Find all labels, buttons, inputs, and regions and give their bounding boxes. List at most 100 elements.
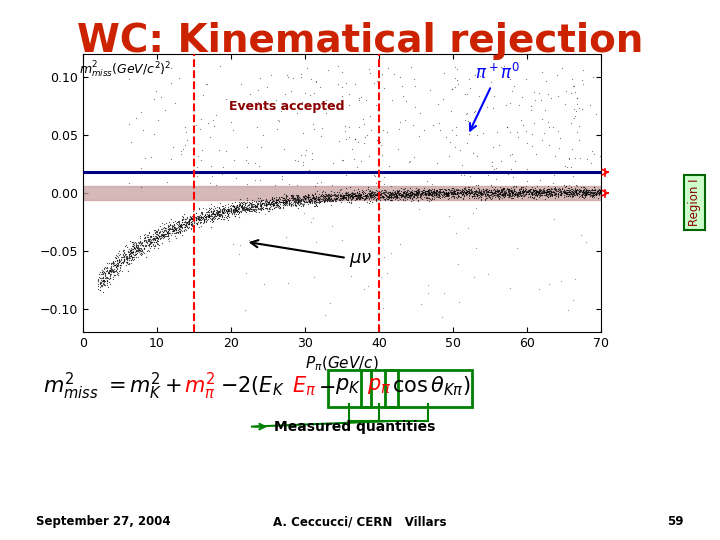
Point <box>575 186 586 194</box>
Point <box>150 238 162 246</box>
Point <box>517 190 528 199</box>
Point <box>589 187 600 196</box>
Point <box>127 247 139 255</box>
Point <box>592 187 603 195</box>
Point <box>330 196 341 205</box>
Point <box>114 264 126 273</box>
Point <box>305 198 316 206</box>
Point <box>298 199 310 208</box>
Point <box>266 195 277 204</box>
Point <box>163 225 174 234</box>
Point <box>305 195 316 204</box>
Point <box>485 187 497 196</box>
Point <box>441 192 453 200</box>
Point <box>308 197 320 206</box>
Point <box>114 255 125 264</box>
Point <box>306 193 318 202</box>
Point <box>182 219 194 228</box>
Point <box>263 200 274 208</box>
Point <box>451 186 463 194</box>
Point <box>559 188 570 197</box>
Point <box>513 189 525 198</box>
Point <box>580 190 591 199</box>
Point <box>438 191 450 199</box>
Point <box>361 192 373 200</box>
Point <box>178 222 189 231</box>
Point <box>113 266 125 275</box>
Point <box>491 190 503 198</box>
Point <box>480 190 491 198</box>
Point <box>207 217 219 225</box>
Point <box>536 191 548 200</box>
Point <box>196 208 207 217</box>
Point <box>474 188 485 197</box>
Point <box>256 143 267 151</box>
Point <box>105 267 117 275</box>
Point <box>127 248 138 256</box>
Point <box>161 224 172 232</box>
Point <box>294 193 305 201</box>
Point <box>441 190 452 198</box>
Point <box>112 268 123 276</box>
Point <box>464 188 475 197</box>
Point <box>286 190 297 199</box>
Point <box>472 180 484 189</box>
Point <box>271 201 282 210</box>
Point <box>196 213 207 221</box>
Point <box>202 210 213 218</box>
Point <box>470 190 482 199</box>
Point <box>107 259 118 267</box>
Point <box>564 189 576 198</box>
Point <box>542 188 554 197</box>
Point <box>400 193 411 201</box>
Point <box>378 186 390 194</box>
Point <box>235 202 247 211</box>
Point <box>320 195 331 204</box>
Point <box>379 188 391 197</box>
Point <box>422 186 433 194</box>
Point <box>112 261 123 269</box>
Point <box>320 195 331 204</box>
Point <box>115 254 127 263</box>
Point <box>156 230 167 239</box>
Point <box>379 191 391 199</box>
Point <box>554 133 566 142</box>
Point <box>126 255 138 264</box>
Point <box>364 111 376 120</box>
Point <box>454 188 465 197</box>
Point <box>353 94 364 103</box>
Point <box>98 279 109 288</box>
Point <box>174 224 185 233</box>
Point <box>527 192 539 201</box>
Point <box>548 184 559 193</box>
Point <box>349 190 361 199</box>
Point <box>317 197 328 205</box>
Point <box>285 201 297 210</box>
Point <box>451 188 463 197</box>
Point <box>295 198 307 207</box>
Point <box>217 205 228 213</box>
Point <box>194 211 206 219</box>
Point <box>534 187 545 196</box>
Point <box>316 190 328 199</box>
Point <box>498 191 510 199</box>
Point <box>426 190 438 198</box>
Point <box>168 227 179 235</box>
Point <box>496 191 508 199</box>
Point <box>510 183 522 191</box>
Point <box>415 190 427 198</box>
Point <box>463 187 474 195</box>
Point <box>130 246 142 255</box>
Point <box>292 195 304 204</box>
Point <box>232 203 243 212</box>
Point <box>470 190 482 199</box>
Point <box>349 195 361 204</box>
Point <box>495 157 507 165</box>
Point <box>584 100 595 109</box>
Point <box>125 256 137 265</box>
Point <box>399 194 410 202</box>
Point <box>464 188 475 197</box>
Point <box>312 196 323 205</box>
Point <box>364 69 376 78</box>
Point <box>173 227 184 236</box>
